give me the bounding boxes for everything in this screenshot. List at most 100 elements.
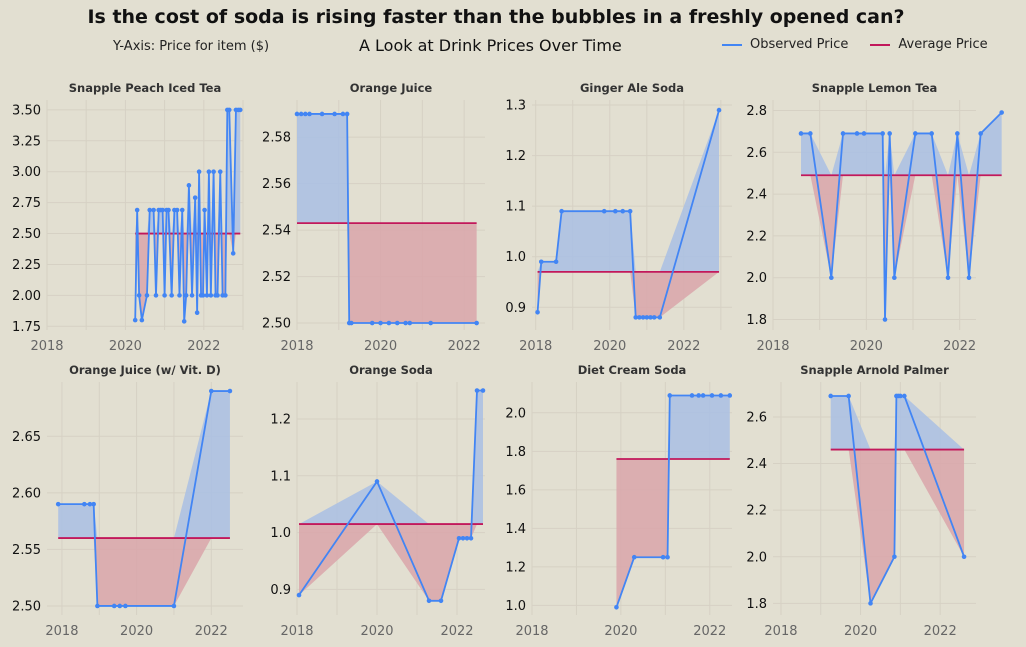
- data-point: [480, 388, 486, 393]
- legend: Observed Price Average Price: [722, 37, 988, 52]
- data-point: [892, 554, 897, 560]
- data-point: [344, 111, 350, 117]
- data-point: [689, 393, 695, 398]
- x-tick-label: 2022: [195, 624, 228, 639]
- y-tick-label: 2.00: [12, 289, 41, 304]
- y-tick-label: 2.2: [746, 229, 767, 244]
- data-point: [194, 310, 200, 315]
- data-point: [854, 131, 860, 136]
- data-point: [464, 535, 470, 541]
- y-tick-label: 2.65: [12, 430, 41, 445]
- data-point: [153, 293, 159, 298]
- subplot-title: Orange Juice (w/ Vit. D): [69, 363, 221, 377]
- data-point: [215, 293, 220, 298]
- data-point: [177, 293, 182, 298]
- data-point: [296, 592, 302, 598]
- subplot-4: Snapple Lemon Tea 1.8 2.0 2.2 2.4 2.6 2.8 2018 2…: [746, 81, 1004, 354]
- data-point: [929, 131, 934, 136]
- y-tick-label: 1.4: [505, 522, 526, 537]
- data-point: [230, 251, 236, 256]
- data-point: [667, 393, 673, 398]
- data-point: [428, 320, 433, 326]
- data-point: [237, 107, 243, 113]
- data-point: [846, 393, 851, 399]
- subplot-title: Ginger Ale Soda: [580, 81, 684, 95]
- legend-swatch-observed: [722, 43, 742, 46]
- data-point: [627, 208, 633, 214]
- data-point: [169, 293, 174, 298]
- y-tick-label: 1.1: [270, 469, 291, 484]
- y-tick-label: 2.8: [746, 104, 767, 119]
- fill-above-average: [297, 113, 477, 224]
- y-axis-note: Y-Axis: Price for item ($): [113, 39, 270, 54]
- data-point: [882, 317, 888, 322]
- data-point: [134, 207, 140, 213]
- x-tick-label: 2020: [844, 624, 877, 639]
- y-tick-label: 2.60: [12, 486, 41, 501]
- subplot-title: Orange Juice: [350, 81, 433, 95]
- data-point: [945, 275, 951, 281]
- chart-title: Is the cost of soda is rising faster tha…: [87, 6, 905, 28]
- fill-above-average: [616, 395, 730, 460]
- y-tick-label: 2.25: [12, 258, 41, 273]
- y-tick-label: 2.50: [12, 227, 41, 242]
- data-point: [144, 293, 150, 298]
- y-tick-label: 2.0: [746, 550, 767, 565]
- data-point: [217, 169, 223, 175]
- legend-swatch-average: [870, 43, 891, 46]
- y-tick-label: 2.6: [746, 410, 767, 425]
- subplot-2: Orange Juice 2.50 2.52 2.54 2.56 2.58 2018 2020…: [262, 81, 485, 354]
- fill-above-average: [299, 390, 483, 525]
- x-tick-label: 2018: [280, 624, 313, 639]
- subplot-title: Snapple Lemon Tea: [812, 81, 938, 95]
- y-tick-label: 0.9: [505, 301, 526, 316]
- x-tick-label: 2020: [364, 339, 397, 354]
- data-point: [179, 207, 185, 213]
- subplot-3: Ginger Ale Soda 0.9 1.0 1.1 1.2 1.3 2018 2020 20…: [505, 81, 732, 354]
- subplot-title: Diet Cream Soda: [578, 363, 687, 377]
- y-tick-label: 2.55: [12, 543, 41, 558]
- x-tick-label: 2020: [360, 624, 393, 639]
- y-tick-label: 1.2: [270, 412, 291, 427]
- data-point: [95, 603, 100, 609]
- subplot-7: Diet Cream Soda 1.0 1.2 1.4 1.6 1.8 2.0 2018 202…: [505, 363, 733, 639]
- data-point: [206, 169, 212, 175]
- data-point: [189, 293, 195, 298]
- data-point: [374, 479, 380, 484]
- data-point: [186, 183, 192, 188]
- data-point: [808, 131, 813, 136]
- y-tick-label: 1.6: [505, 483, 526, 498]
- x-tick-label: 2018: [519, 339, 552, 354]
- y-tick-label: 1.8: [746, 313, 767, 328]
- data-point: [861, 131, 867, 136]
- data-point: [633, 315, 639, 320]
- y-tick-label: 2.50: [12, 599, 41, 614]
- observed-price-line: [134, 108, 241, 323]
- data-point: [139, 317, 145, 323]
- y-tick-label: 1.2: [505, 560, 526, 575]
- x-tick-label: 2020: [850, 339, 883, 354]
- data-point: [91, 501, 96, 507]
- y-tick-label: 2.56: [262, 177, 291, 192]
- data-point: [181, 319, 187, 324]
- y-tick-label: 1.0: [270, 526, 291, 541]
- data-point: [535, 310, 540, 315]
- data-point: [87, 501, 93, 507]
- y-tick-label: 1.8: [505, 445, 526, 460]
- data-point: [200, 293, 206, 298]
- data-point: [298, 111, 304, 117]
- data-point: [892, 275, 897, 281]
- fill-below-average: [616, 459, 730, 608]
- x-tick-label: 2022: [924, 624, 957, 639]
- data-point: [553, 259, 559, 265]
- y-tick-label: 3.50: [12, 103, 41, 118]
- data-point: [665, 554, 670, 560]
- x-tick-label: 2022: [440, 624, 473, 639]
- y-tick-label: 1.0: [505, 250, 526, 265]
- data-point: [227, 388, 233, 394]
- data-point: [340, 111, 346, 117]
- data-point: [223, 293, 228, 298]
- data-point: [474, 320, 479, 326]
- data-point: [559, 208, 564, 214]
